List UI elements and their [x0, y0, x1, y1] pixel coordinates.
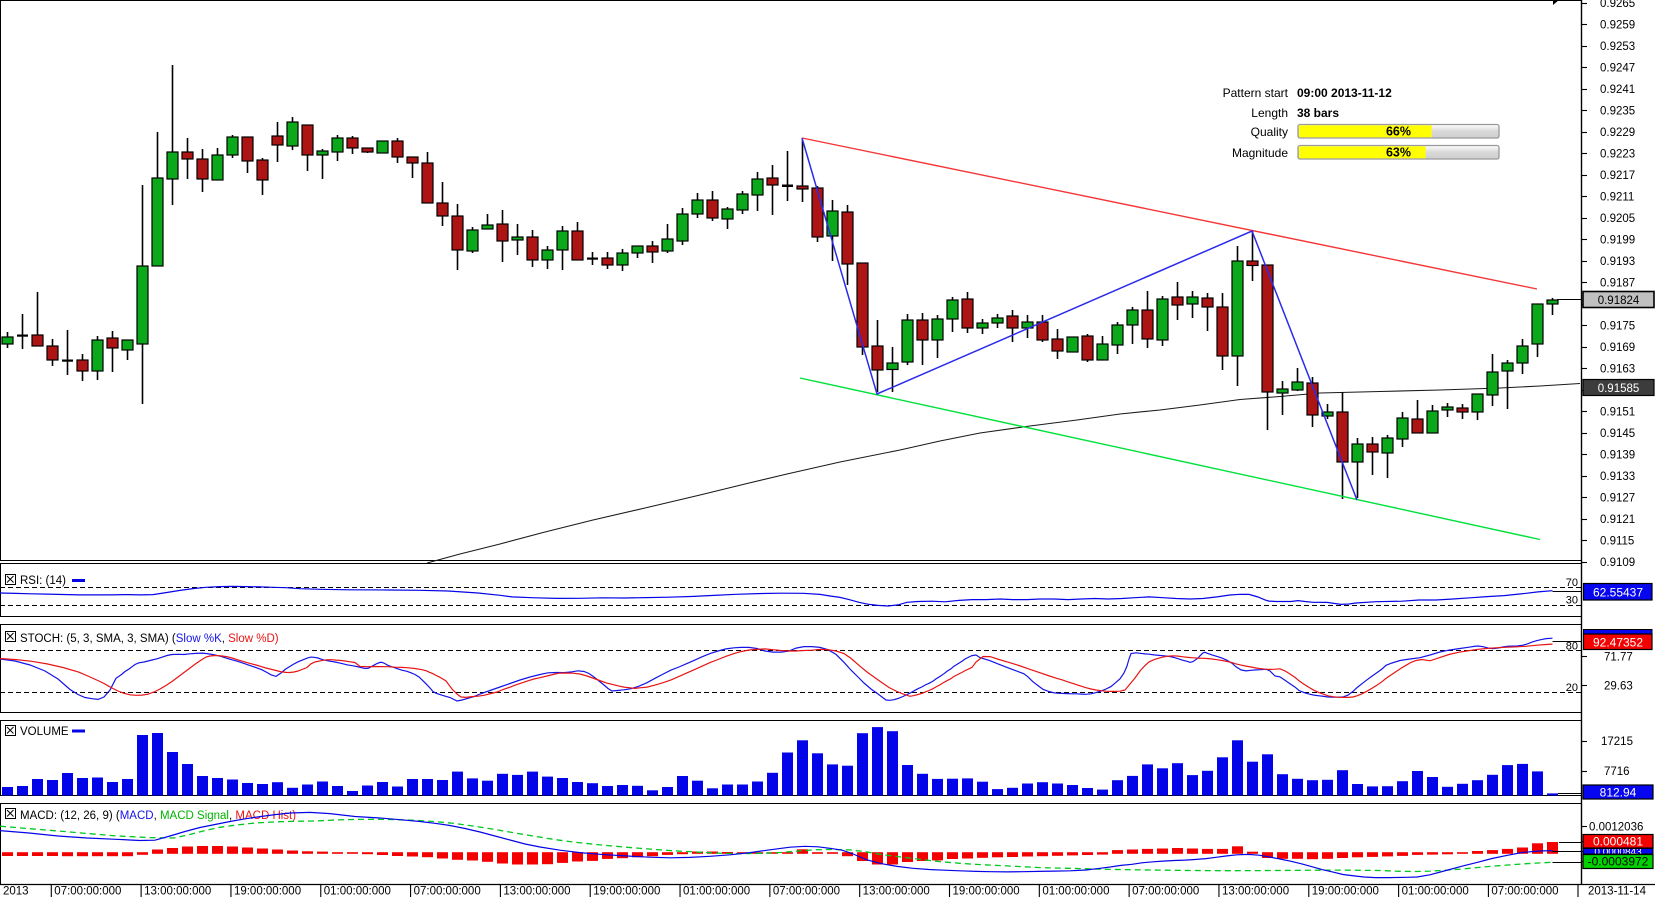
svg-text:0.9253: 0.9253: [1600, 41, 1635, 53]
svg-text:0.9199: 0.9199: [1600, 235, 1635, 247]
svg-text:RSI: (14): RSI: (14): [20, 575, 66, 587]
svg-text:0.0012036: 0.0012036: [1589, 822, 1643, 834]
svg-text:19:00:00:000: 19:00:00:000: [234, 886, 301, 898]
svg-text:29.63: 29.63: [1604, 681, 1633, 693]
svg-text:0.9115: 0.9115: [1600, 536, 1634, 548]
svg-text:0.9205: 0.9205: [1600, 213, 1635, 225]
svg-text:2013: 2013: [3, 886, 29, 898]
svg-text:30: 30: [1566, 595, 1578, 607]
svg-text:13:00:00:000: 13:00:00:000: [503, 886, 570, 898]
svg-text:VOLUME: VOLUME: [20, 726, 69, 738]
svg-text:0.9229: 0.9229: [1600, 127, 1635, 139]
svg-text:07:00:00:000: 07:00:00:000: [414, 886, 481, 898]
svg-text:01:00:00:000: 01:00:00:000: [683, 886, 750, 898]
svg-text:80: 80: [1566, 641, 1578, 653]
svg-text:0.9217: 0.9217: [1600, 170, 1635, 182]
svg-text:07:00:00:000: 07:00:00:000: [1132, 886, 1199, 898]
svg-text:0.9139: 0.9139: [1600, 450, 1635, 462]
svg-text:STOCH: (5, 3, SMA, 3, SMA) (Sl: STOCH: (5, 3, SMA, 3, SMA) (Slow %K, Slo…: [20, 633, 279, 645]
svg-text:0.9127: 0.9127: [1600, 493, 1635, 505]
svg-text:71.77: 71.77: [1604, 652, 1633, 664]
svg-text:0.9265: 0.9265: [1600, 0, 1635, 10]
svg-text:0.9193: 0.9193: [1600, 256, 1635, 268]
svg-text:38 bars: 38 bars: [1297, 106, 1339, 120]
svg-text:812.94: 812.94: [1600, 786, 1637, 800]
svg-text:0.9211: 0.9211: [1600, 192, 1634, 204]
svg-text:0.9241: 0.9241: [1600, 84, 1635, 96]
svg-text:0.000481: 0.000481: [1593, 835, 1643, 849]
svg-text:13:00:00:000: 13:00:00:000: [1222, 886, 1289, 898]
svg-text:09:00 2013-11-12: 09:00 2013-11-12: [1297, 86, 1392, 100]
svg-text:17215: 17215: [1601, 736, 1633, 748]
svg-text:0.9259: 0.9259: [1600, 20, 1635, 32]
svg-text:0.9235: 0.9235: [1600, 106, 1635, 118]
svg-text:0.9109: 0.9109: [1600, 557, 1635, 569]
svg-text:0.9163: 0.9163: [1600, 364, 1635, 376]
svg-text:01:00:00:000: 01:00:00:000: [1402, 886, 1469, 898]
svg-text:0.9121: 0.9121: [1600, 514, 1635, 526]
svg-text:01:00:00:000: 01:00:00:000: [324, 886, 391, 898]
svg-text:Quality: Quality: [1251, 125, 1288, 139]
svg-text:01:00:00:000: 01:00:00:000: [1042, 886, 1109, 898]
svg-text:62.55437: 62.55437: [1593, 586, 1643, 600]
svg-text:92.47352: 92.47352: [1593, 636, 1643, 650]
svg-text:07:00:00:000: 07:00:00:000: [1491, 886, 1558, 898]
svg-text:Pattern start: Pattern start: [1223, 86, 1289, 100]
svg-text:2013-11-14: 2013-11-14: [1588, 886, 1647, 898]
svg-text:Length: Length: [1251, 106, 1288, 120]
svg-text:0.91824: 0.91824: [1598, 295, 1640, 307]
svg-text:MACD: (12, 26, 9) (MACD, MACD: MACD: (12, 26, 9) (MACD, MACD Signal, MA…: [20, 810, 296, 822]
svg-text:19:00:00:000: 19:00:00:000: [593, 886, 660, 898]
svg-text:19:00:00:000: 19:00:00:000: [1312, 886, 1379, 898]
svg-text:0.91585: 0.91585: [1598, 383, 1640, 395]
svg-text:70: 70: [1566, 577, 1578, 589]
svg-text:0.9187: 0.9187: [1600, 278, 1635, 290]
svg-text:0.9133: 0.9133: [1600, 471, 1635, 483]
svg-text:0.9175: 0.9175: [1600, 321, 1635, 333]
svg-text:13:00:00:000: 13:00:00:000: [863, 886, 930, 898]
svg-text:07:00:00:000: 07:00:00:000: [773, 886, 840, 898]
svg-text:0.9145: 0.9145: [1600, 428, 1635, 440]
svg-text:7716: 7716: [1604, 766, 1630, 778]
svg-text:66%: 66%: [1386, 125, 1411, 139]
svg-text:0.0000843: 0.0000843: [1594, 847, 1642, 858]
svg-text:Magnitude: Magnitude: [1232, 146, 1288, 160]
svg-text:07:00:00:000: 07:00:00:000: [54, 886, 121, 898]
svg-text:20: 20: [1566, 682, 1578, 694]
svg-text:19:00:00:000: 19:00:00:000: [953, 886, 1020, 898]
svg-text:13:00:00:000: 13:00:00:000: [144, 886, 211, 898]
svg-text:0.9151: 0.9151: [1600, 407, 1635, 419]
svg-text:0.9223: 0.9223: [1600, 149, 1635, 161]
svg-text:63%: 63%: [1386, 146, 1411, 160]
svg-text:0.9169: 0.9169: [1600, 342, 1635, 354]
svg-text:0.9247: 0.9247: [1600, 63, 1635, 75]
svg-text:-0.0003972: -0.0003972: [1588, 855, 1649, 869]
